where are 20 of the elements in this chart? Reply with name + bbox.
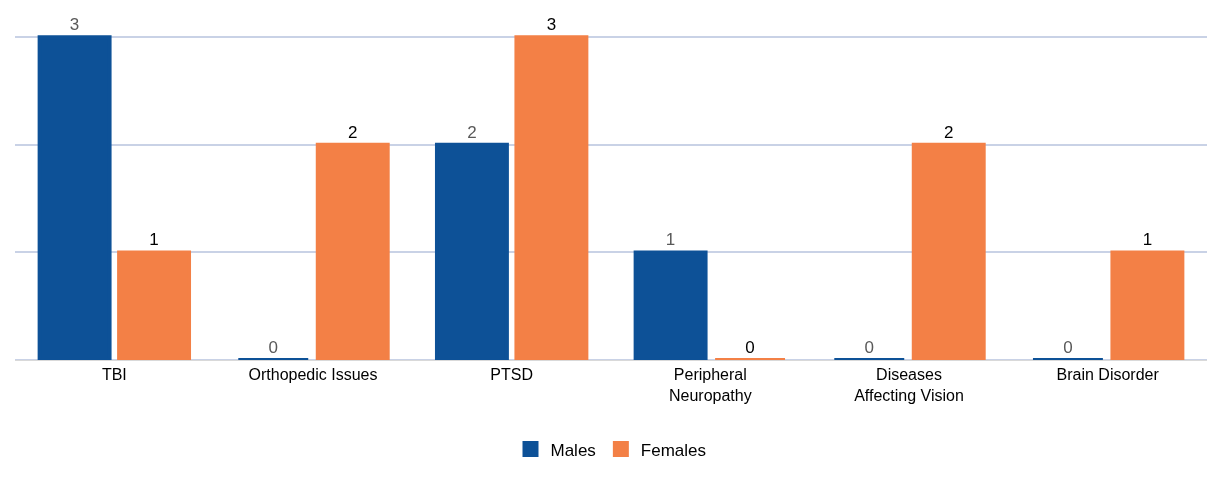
data-label: 1 (665, 230, 676, 250)
data-label: 1 (1142, 230, 1153, 250)
data-label: 2 (467, 122, 477, 142)
data-label: 1 (149, 230, 159, 250)
x-tick-label: Peripheral Neuropathy (668, 366, 752, 404)
data-label: 0 (745, 338, 755, 357)
data-label: 3 (546, 15, 557, 35)
x-tick-label: TBI (101, 366, 127, 384)
x-tick-label: Diseases Affecting Vision (854, 366, 964, 404)
data-label: 0 (1063, 338, 1073, 357)
data-label: 0 (268, 338, 278, 357)
data-label: 2 (944, 122, 954, 142)
data-label: 2 (348, 122, 358, 142)
x-tick-label: Brain Disorder (1056, 366, 1160, 384)
legend-label: Females (640, 440, 707, 460)
x-tick-label: Orthopedic Issues (248, 366, 378, 384)
x-tick-label: PTSD (490, 366, 534, 384)
data-label: 3 (69, 15, 80, 35)
data-label: 0 (864, 338, 874, 357)
legend-label: Males (550, 440, 596, 460)
